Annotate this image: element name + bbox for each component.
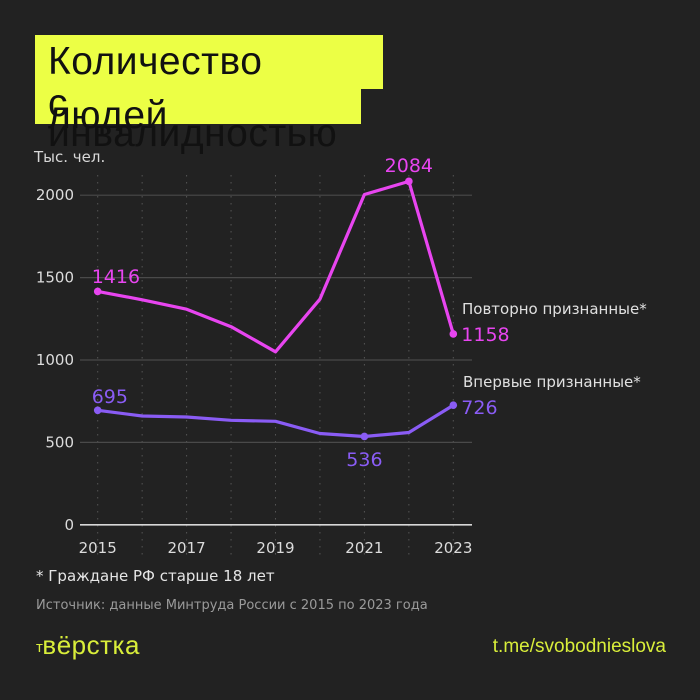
title-line-1: Количество людей	[35, 35, 383, 137]
logo-text: вёрстка	[42, 630, 140, 660]
value-label-first-2023: 726	[461, 397, 497, 419]
value-label-repeat-2022: 2084	[385, 155, 433, 177]
value-label-repeat-2023: 1158	[461, 324, 509, 346]
legend-first: Впервые признанные*	[463, 373, 641, 391]
data-point-marker	[360, 432, 369, 441]
series-line-first	[96, 403, 455, 439]
title-line-2: с инвалидностью	[35, 84, 361, 153]
data-point-marker	[449, 330, 458, 338]
value-label-first-2021: 536	[346, 449, 382, 471]
y-tick-label: 1000	[36, 351, 74, 369]
data-point-marker	[93, 406, 102, 415]
x-tick-label: 2015	[79, 539, 117, 557]
y-axis-unit-label: Тыс. чел.	[34, 148, 106, 166]
series-line-repeat	[96, 179, 455, 354]
footnote: * Граждане РФ старше 18 лет	[36, 567, 275, 585]
x-tick-label: 2017	[168, 539, 206, 557]
y-tick-label: 0	[64, 516, 74, 534]
y-tick-label: 500	[45, 433, 74, 451]
x-tick-label: 2023	[434, 539, 472, 557]
logo-prefix: т	[36, 639, 44, 656]
chart-title: Количество людей с инвалидностью	[35, 35, 383, 153]
brand-logo: твёрстка	[36, 630, 140, 661]
data-point-marker	[405, 177, 413, 186]
data-point-marker	[93, 287, 102, 296]
source-note: Источник: данные Минтруда России с 2015 …	[36, 598, 428, 613]
data-point-marker	[449, 401, 458, 409]
value-label-repeat-2015: 1416	[92, 266, 140, 288]
y-tick-label: 2000	[36, 186, 74, 204]
legend-repeat: Повторно признанные*	[462, 300, 647, 318]
y-tick-label: 1500	[36, 269, 74, 287]
x-tick-label: 2021	[345, 539, 383, 557]
telegram-link[interactable]: t.me/svobodnieslova	[492, 636, 666, 657]
value-label-first-2015: 695	[92, 386, 128, 408]
x-tick-label: 2019	[256, 539, 294, 557]
